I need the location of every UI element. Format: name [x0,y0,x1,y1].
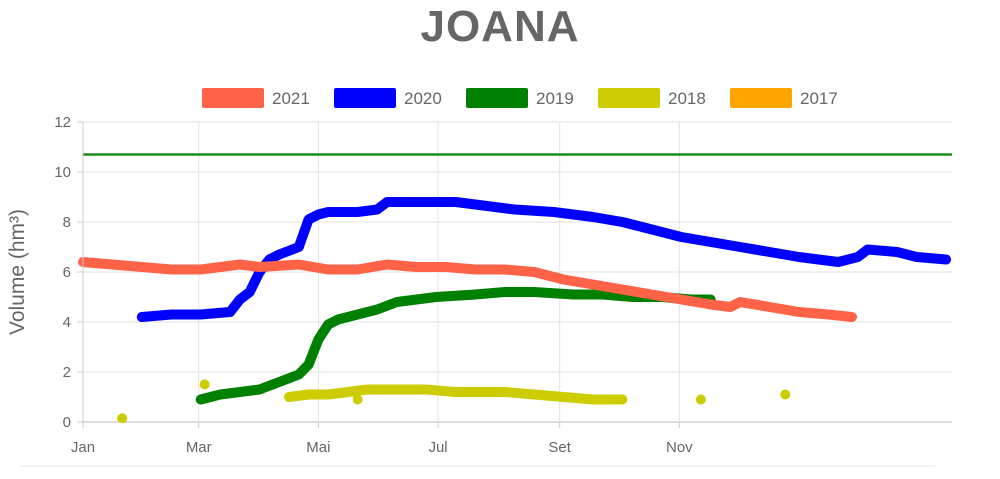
legend-label-2021: 2021 [272,89,310,108]
x-tick-label: Mai [306,439,330,456]
series-lines [78,197,952,424]
series-line-2018 [284,384,628,405]
y-tick-label: 12 [54,114,71,131]
x-tick-label: Jan [71,439,95,456]
y-tick-label: 0 [63,414,71,431]
legend-swatch-2019 [466,88,528,108]
y-tick-label: 4 [63,314,71,331]
x-tick-label: Jul [428,439,447,456]
y-axis-title: Volume (hm³) [6,209,29,335]
legend-swatch-2018 [598,88,660,108]
legend-label-2017: 2017 [800,89,838,108]
legend-swatch-2020 [334,88,396,108]
series-line-2021 [78,257,857,322]
legend: 2021 2020 2019 2018 2017 [202,88,838,108]
legend-swatch-2021 [202,88,264,108]
legend-label-2018: 2018 [668,89,706,108]
data-point-2018 [117,413,128,424]
series-line-2019 [195,287,716,405]
legend-swatch-2017 [730,88,792,108]
data-point-2018 [695,394,706,405]
axes: 0 2 4 6 8 10 12 Jan Mar Mai Jul Set Nov [20,114,935,467]
data-point-2018 [199,379,210,390]
y-tick-label: 8 [63,214,71,231]
x-tick-label: Nov [666,439,693,456]
y-tick-label: 6 [63,264,71,281]
x-tick-label: Set [548,439,571,456]
x-tick-label: Mar [186,439,212,456]
y-tick-label: 2 [63,364,71,381]
data-point-2018 [780,389,791,400]
series-line-2020 [136,197,952,322]
data-point-2018 [352,394,363,405]
legend-label-2019: 2019 [536,89,574,108]
legend-label-2020: 2020 [404,89,442,108]
chart-title: JOANA [420,2,580,51]
y-tick-label: 10 [54,164,71,181]
